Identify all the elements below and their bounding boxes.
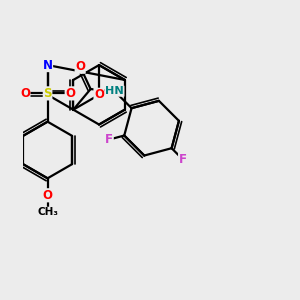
Text: F: F [105,133,113,146]
Text: N: N [43,58,52,72]
Text: O: O [94,88,104,101]
Text: HN: HN [105,86,124,96]
Text: CH₃: CH₃ [37,207,58,217]
Text: O: O [65,87,75,100]
Text: F: F [178,153,187,166]
Text: S: S [43,87,52,100]
Text: O: O [20,87,30,100]
Text: O: O [75,60,85,73]
Text: O: O [43,189,52,202]
